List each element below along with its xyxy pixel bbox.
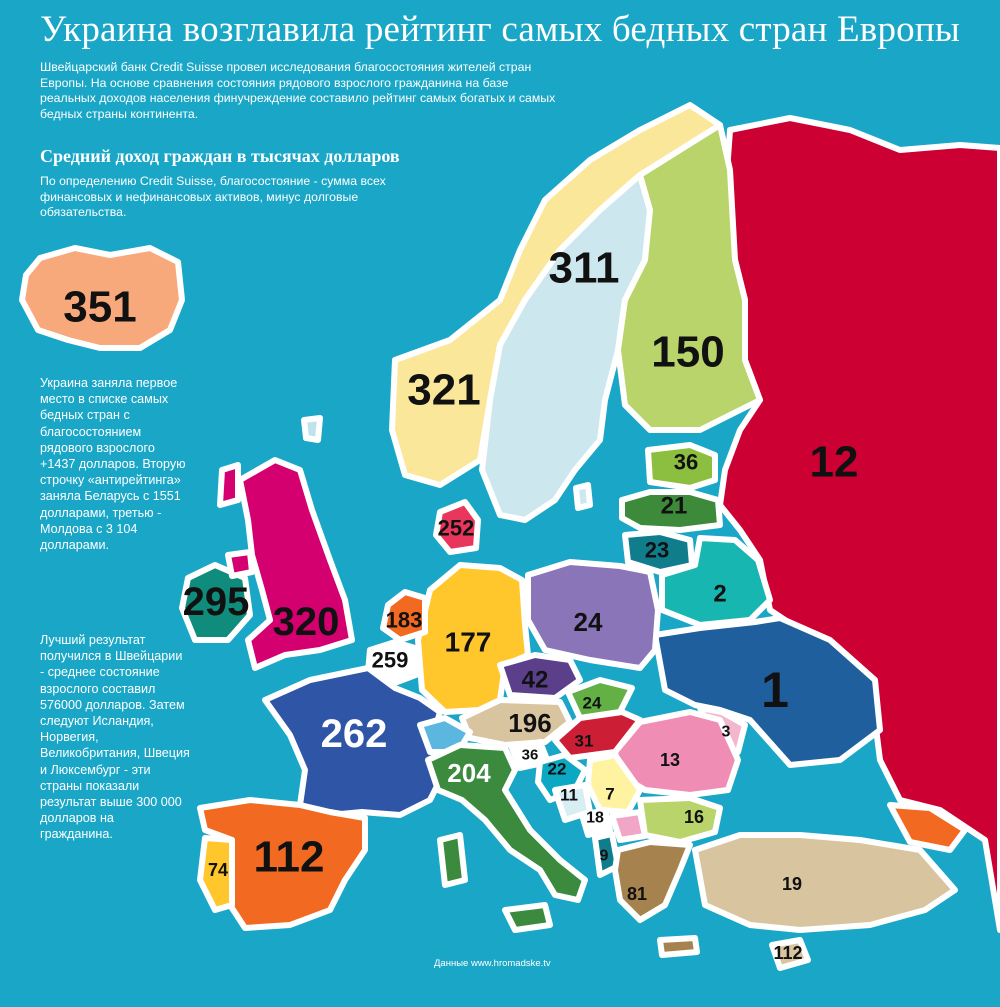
region-value-poland: 24 (574, 607, 603, 637)
region-value-sweden: 311 (549, 244, 620, 293)
region-russia[interactable] (717, 115, 1000, 933)
region-value-belgium: 259 (372, 648, 409, 673)
region-denmark[interactable] (433, 499, 481, 555)
best-result-note: Лучший результат получился в Швейцарии -… (40, 633, 190, 842)
region-czech[interactable] (497, 652, 583, 701)
region-italy-sicily[interactable] (502, 902, 553, 933)
region-value-bosnia: 11 (560, 786, 578, 805)
region-value-albania: 9 (600, 848, 609, 865)
region-georgia[interactable] (887, 802, 968, 853)
region-value-uk: 320 (273, 600, 340, 644)
region-austria[interactable] (459, 697, 573, 748)
region-finland[interactable] (615, 122, 763, 433)
region-value-spain: 112 (254, 833, 325, 882)
region-value-slovakia: 24 (583, 694, 602, 713)
region-value-norway: 321 (407, 366, 480, 415)
region-value-romania: 13 (660, 750, 680, 770)
region-value-bulgaria: 16 (684, 807, 704, 827)
map-subtitle: Средний доход граждан в тысячах долларов (40, 146, 400, 166)
region-shetland[interactable] (217, 462, 241, 508)
region-value-latvia: 21 (661, 493, 688, 520)
intro-text: Швейцарский банк Credit Suisse провел ис… (40, 60, 556, 121)
region-value-ukraine: 1 (761, 662, 789, 718)
region-portugal[interactable] (197, 835, 235, 913)
region-value-greece: 81 (627, 884, 647, 904)
region-bulgaria[interactable] (637, 795, 723, 845)
region-value-lithuania: 23 (645, 538, 669, 563)
region-uk[interactable] (237, 457, 355, 671)
region-montenegro[interactable] (579, 807, 613, 838)
region-poland[interactable] (525, 559, 661, 671)
data-source: Данные www.hromadske.tv (434, 958, 551, 969)
definition-text: По определению Credit Suisse, благососто… (40, 174, 386, 219)
region-iceland[interactable] (19, 245, 185, 351)
region-value-croatia: 22 (548, 760, 567, 779)
region-value-cyprus: 112 (773, 943, 802, 963)
region-value-france: 262 (321, 712, 388, 756)
region-value-turkey: 19 (782, 874, 802, 894)
region-ireland[interactable] (179, 562, 253, 643)
region-turkey[interactable] (692, 832, 958, 933)
region-value-iceland: 351 (63, 283, 136, 332)
region-crete[interactable] (657, 935, 700, 958)
region-netherlands[interactable] (380, 589, 428, 643)
region-value-germany: 177 (445, 627, 492, 658)
region-value-montenegro: 18 (586, 810, 604, 827)
region-cyprus[interactable] (769, 937, 811, 971)
region-value-russia: 12 (810, 438, 859, 487)
region-value-czech: 42 (522, 667, 549, 694)
region-value-serbia: 7 (605, 785, 614, 804)
region-greece[interactable] (612, 839, 693, 923)
region-estonia[interactable] (645, 442, 718, 491)
region-faroe (301, 415, 323, 443)
region-value-estonia: 36 (674, 450, 698, 475)
region-italy-sardinia[interactable] (437, 832, 468, 888)
ukraine-note: Украина заняла первое место в списке сам… (40, 376, 186, 553)
region-value-denmark: 252 (438, 516, 475, 541)
region-latvia[interactable] (619, 489, 723, 533)
region-value-hungary: 31 (575, 732, 594, 751)
region-slovakia[interactable] (565, 677, 635, 721)
region-value-slovenia: 36 (522, 747, 539, 764)
region-gotland[interactable] (573, 482, 593, 511)
region-value-italy: 204 (447, 758, 491, 788)
page-title: Украина возглавила рейтинг самых бедных … (40, 9, 960, 50)
region-belarus[interactable] (659, 535, 773, 628)
region-value-netherlands: 183 (386, 608, 423, 633)
region-value-belarus: 2 (713, 581, 726, 608)
region-value-portugal: 74 (208, 860, 228, 880)
region-value-ireland: 295 (183, 580, 250, 624)
region-value-moldova: 3 (722, 724, 731, 741)
region-value-finland: 150 (651, 328, 724, 377)
region-uk-ni[interactable] (225, 549, 255, 579)
region-value-austria: 196 (508, 708, 551, 738)
region-italy[interactable] (425, 742, 588, 903)
